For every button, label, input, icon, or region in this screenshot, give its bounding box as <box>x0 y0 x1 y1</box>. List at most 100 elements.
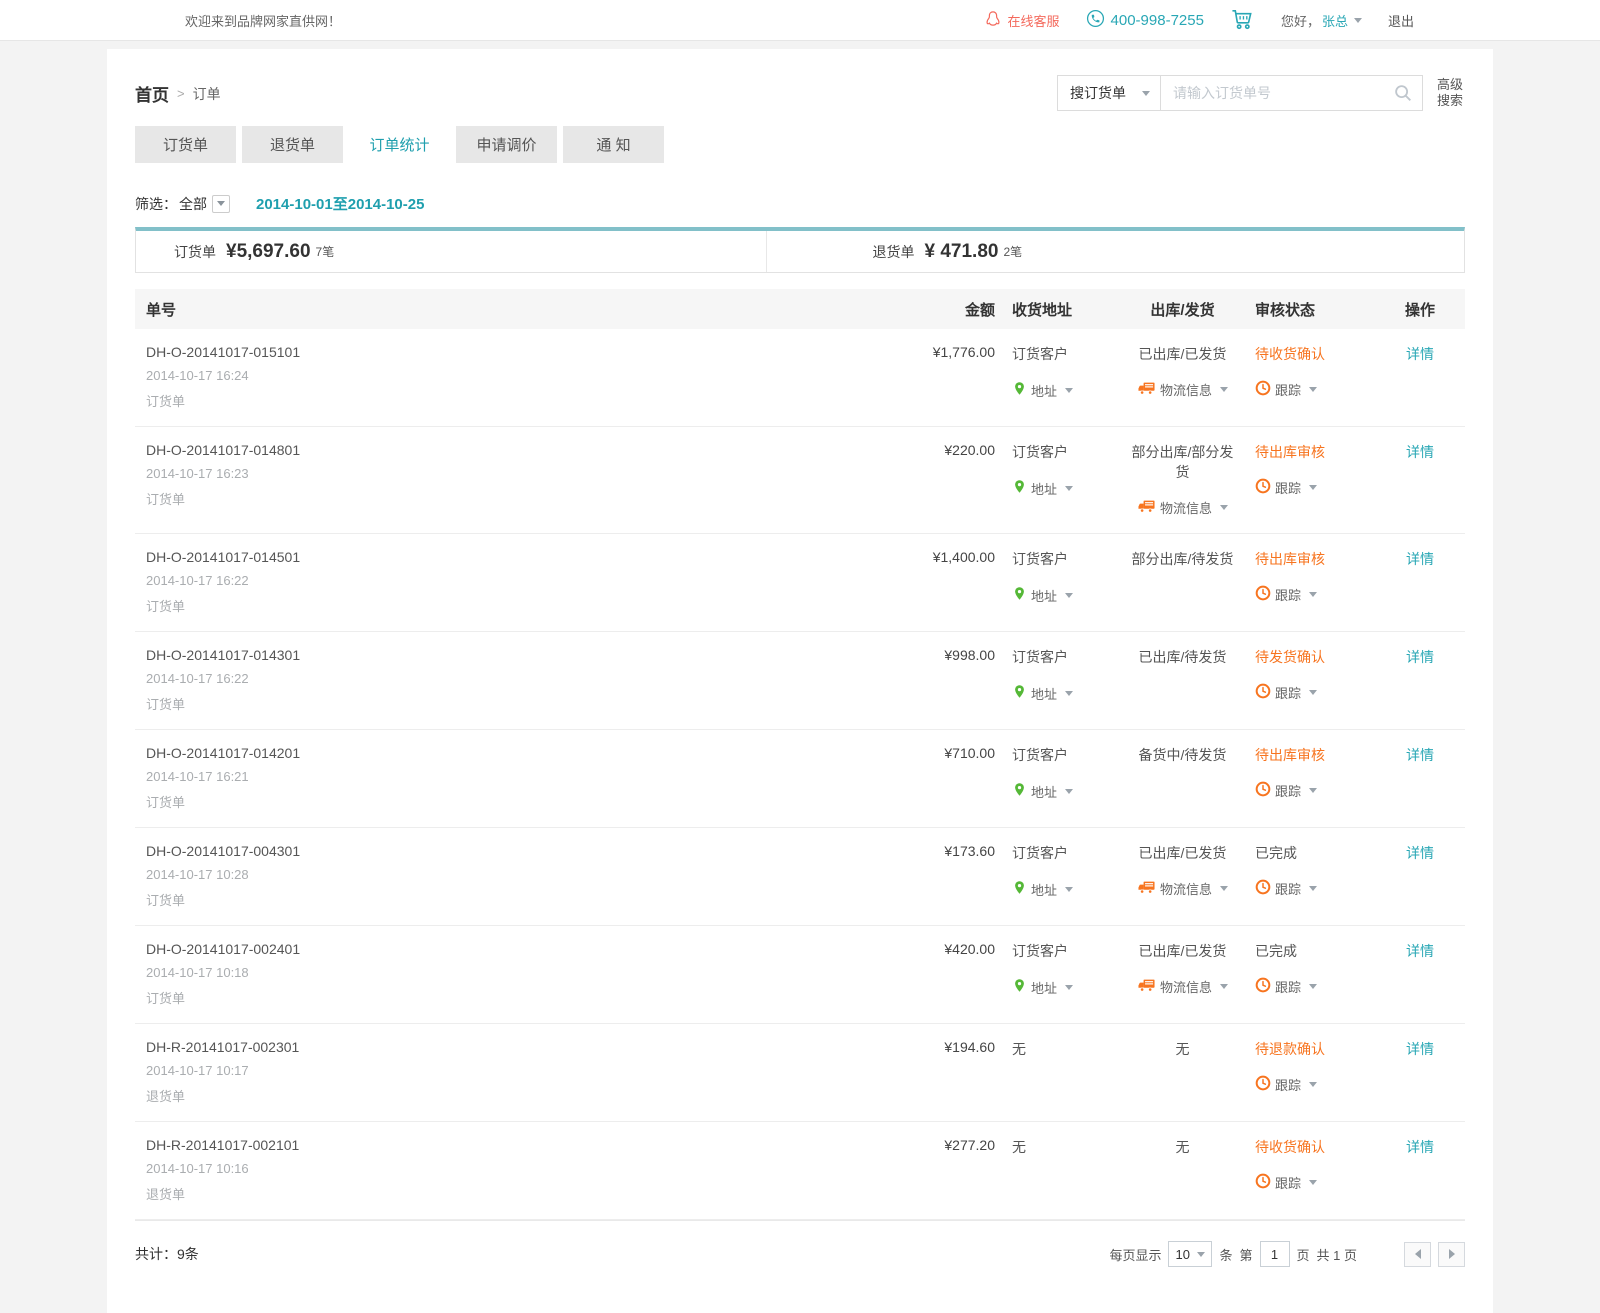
order-datetime: 2014-10-17 10:28 <box>146 867 249 882</box>
logistics-link-label: 物流信息 <box>1159 980 1212 995</box>
tab-purchase-orders[interactable]: 订货单 <box>135 126 236 163</box>
address-link-label: 地址 <box>1031 686 1058 702</box>
breadcrumb-home[interactable]: 首页 <box>135 86 169 105</box>
address-link[interactable]: 地址 <box>1012 781 1074 801</box>
search-icon[interactable] <box>1392 82 1414 107</box>
filter-select[interactable]: 全部 <box>179 194 230 214</box>
track-link[interactable]: 跟踪 <box>1255 380 1318 399</box>
order-type: 订货单 <box>146 893 186 908</box>
address-link-label: 地址 <box>1031 481 1058 497</box>
order-amount: ¥220.00 <box>944 442 995 458</box>
service-phone[interactable]: 400-998-7255 <box>1086 9 1204 32</box>
detail-link[interactable]: 详情 <box>1406 1041 1434 1057</box>
location-pin-icon <box>1012 879 1027 899</box>
order-number: DH-O-20141017-014201 <box>146 745 301 761</box>
address-link[interactable]: 地址 <box>1012 478 1074 498</box>
logistics-link[interactable]: 物流信息 <box>1137 498 1228 517</box>
advanced-search-link[interactable]: 高级 搜索 <box>1436 76 1463 108</box>
logistics-link-label: 物流信息 <box>1159 501 1212 516</box>
online-service-link[interactable]: 在线客服 <box>984 10 1060 31</box>
filter-label: 筛选： <box>135 195 177 212</box>
track-link[interactable]: 跟踪 <box>1255 977 1318 996</box>
unit-label: 条 <box>1219 1247 1233 1263</box>
cart-button[interactable] <box>1230 7 1255 33</box>
track-link[interactable]: 跟踪 <box>1255 781 1318 800</box>
total-pages: 共 1 页 <box>1316 1247 1357 1263</box>
audit-status: 已完成 <box>1255 943 1297 959</box>
track-link[interactable]: 跟踪 <box>1255 1075 1318 1094</box>
main-panel: 首页 > 订单 搜订货单 高级 搜索 <box>107 49 1493 1313</box>
phone-number: 400-998-7255 <box>1110 11 1204 29</box>
detail-link[interactable]: 详情 <box>1406 551 1434 567</box>
track-link[interactable]: 跟踪 <box>1255 683 1318 702</box>
header-action: 操作 <box>1404 301 1435 319</box>
table-row: DH-R-20141017-002101 2014-10-17 10:16 退货… <box>135 1122 1465 1220</box>
shipping-status: 已出库/已发货 <box>1138 845 1227 861</box>
tab-order-stats[interactable]: 订单统计 <box>349 126 450 163</box>
detail-link[interactable]: 详情 <box>1406 1139 1434 1155</box>
logout-link[interactable]: 退出 <box>1387 13 1414 29</box>
filter-caret-button[interactable] <box>212 194 230 213</box>
logistics-link[interactable]: 物流信息 <box>1137 380 1228 399</box>
clock-icon <box>1255 977 1271 996</box>
track-link[interactable]: 跟踪 <box>1255 585 1318 604</box>
date-range-link[interactable]: 2014-10-01至2014-10-25 <box>256 196 425 213</box>
detail-link[interactable]: 详情 <box>1406 444 1434 460</box>
per-page-select[interactable]: 10 <box>1168 1241 1213 1267</box>
search-category-select[interactable]: 搜订货单 <box>1056 75 1161 111</box>
table-row: DH-O-20141017-015101 2014-10-17 16:24 订货… <box>135 329 1465 427</box>
clock-icon <box>1255 879 1271 898</box>
header-shipping: 出库/发货 <box>1150 301 1215 319</box>
detail-link[interactable]: 详情 <box>1406 649 1434 665</box>
chevron-down-icon <box>1220 387 1228 392</box>
tab-price-adjustment[interactable]: 申请调价 <box>456 126 557 163</box>
user-menu[interactable]: 您好， 张总 <box>1281 11 1362 30</box>
detail-link[interactable]: 详情 <box>1406 845 1434 861</box>
welcome-text: 欢迎来到品牌网家直供网！ <box>185 13 342 29</box>
track-link[interactable]: 跟踪 <box>1255 478 1318 497</box>
returns-summary-count: 2笔 <box>1003 245 1023 259</box>
track-link[interactable]: 跟踪 <box>1255 1173 1318 1192</box>
chevron-down-icon <box>217 201 225 206</box>
logistics-link[interactable]: 物流信息 <box>1137 977 1228 996</box>
detail-link[interactable]: 详情 <box>1406 943 1434 959</box>
address-link[interactable]: 地址 <box>1012 977 1074 997</box>
chevron-down-icon <box>1065 485 1074 491</box>
order-datetime: 2014-10-17 10:18 <box>146 965 249 980</box>
customer-name: 订货客户 <box>1012 551 1068 567</box>
total-count: 共计：9条 <box>135 1246 199 1262</box>
detail-link[interactable]: 详情 <box>1406 747 1434 763</box>
returns-summary: 退货单 ¥ 471.80 2笔 <box>767 231 1465 272</box>
order-number: DH-O-20141017-014301 <box>146 647 301 663</box>
order-type: 订货单 <box>146 991 186 1006</box>
table-row: DH-O-20141017-014201 2014-10-17 16:21 订货… <box>135 730 1465 828</box>
tab-return-orders[interactable]: 退货单 <box>242 126 343 163</box>
address-link[interactable]: 地址 <box>1012 683 1074 703</box>
clock-icon <box>1255 585 1271 604</box>
order-amount: ¥194.60 <box>944 1039 995 1055</box>
address-link[interactable]: 地址 <box>1012 380 1074 400</box>
chevron-down-icon <box>1065 690 1074 696</box>
orders-summary-count: 7笔 <box>315 245 335 259</box>
prev-page-button[interactable] <box>1404 1241 1431 1267</box>
chevron-down-icon <box>1309 1180 1318 1185</box>
logistics-link[interactable]: 物流信息 <box>1137 879 1228 898</box>
detail-link[interactable]: 详情 <box>1406 346 1434 362</box>
clock-icon <box>1255 478 1271 497</box>
orders-table: 单号 金额 收货地址 出库/发货 审核状态 操作 DH-O-20141017-0… <box>135 289 1465 1220</box>
order-number: DH-O-20141017-014801 <box>146 442 301 458</box>
customer-name: 订货客户 <box>1012 747 1068 763</box>
page-input[interactable] <box>1259 1241 1290 1267</box>
location-pin-icon <box>1012 380 1027 400</box>
tab-notice[interactable]: 通 知 <box>563 126 664 163</box>
phone-icon <box>1086 9 1105 32</box>
username: 张总 <box>1321 13 1348 29</box>
chevron-down-icon <box>1065 886 1074 892</box>
track-link-label: 跟踪 <box>1275 784 1302 799</box>
address-link[interactable]: 地址 <box>1012 879 1074 899</box>
next-page-button[interactable] <box>1438 1241 1465 1267</box>
track-link[interactable]: 跟踪 <box>1255 879 1318 898</box>
search-input[interactable] <box>1160 75 1423 111</box>
table-row: DH-O-20141017-002401 2014-10-17 10:18 订货… <box>135 926 1465 1024</box>
address-link[interactable]: 地址 <box>1012 585 1074 605</box>
